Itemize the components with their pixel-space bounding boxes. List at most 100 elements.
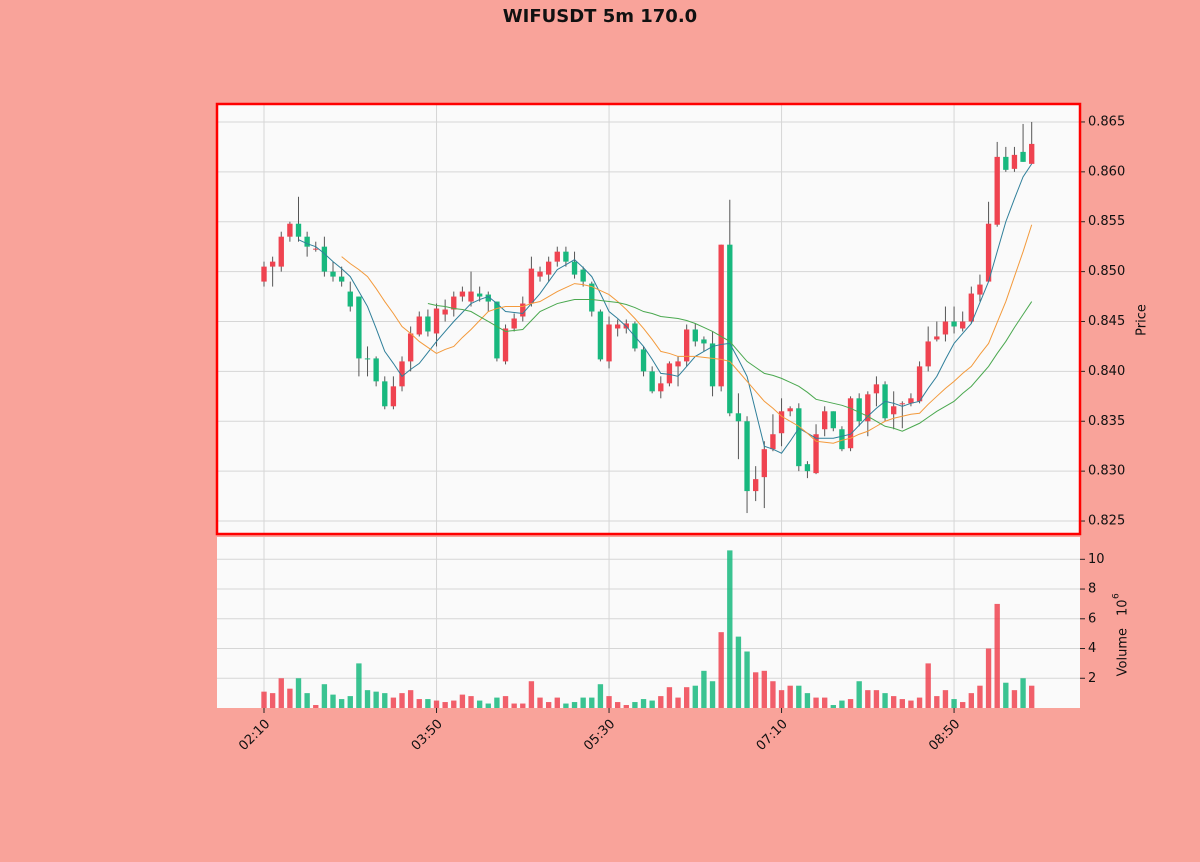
candle-body [658, 383, 664, 392]
volume-bar [735, 636, 742, 708]
volume-bar [994, 603, 1000, 708]
volume-label: Volume [1116, 628, 1131, 676]
candle-body [597, 311, 604, 360]
candle-body [416, 316, 422, 335]
candle-body [425, 316, 431, 332]
candle-body [287, 223, 293, 237]
volume-bar [891, 696, 897, 708]
candle-body [1003, 156, 1009, 170]
candle-body [468, 291, 474, 302]
volume-bar [390, 697, 397, 708]
volume-bar [295, 678, 302, 708]
candle-body [390, 386, 397, 407]
volume-bar [934, 696, 940, 708]
moving-average-line [298, 163, 1033, 454]
volume-bar [261, 691, 267, 708]
candle-body [347, 291, 353, 307]
volume-bar [822, 697, 828, 708]
y-tick-label: 2 [1088, 671, 1096, 686]
volume-bar [830, 705, 836, 708]
moving-average-line [341, 224, 1033, 444]
volume-bar [563, 703, 569, 708]
volume-bar [675, 697, 681, 708]
volume-bar [373, 691, 379, 708]
y-axis-label: Price [1135, 304, 1150, 336]
candle-body [891, 406, 897, 415]
volume-bar [692, 685, 698, 708]
candle-body [407, 333, 414, 362]
volume-bar [977, 685, 983, 708]
candle-body [934, 336, 940, 340]
volume-bar [968, 693, 974, 708]
volume-bar [502, 696, 509, 708]
candle-body [683, 329, 690, 362]
volume-bar [589, 697, 595, 708]
candle-body [796, 408, 802, 467]
candle-body [977, 284, 983, 295]
candle-body [459, 291, 466, 297]
candle-body [813, 434, 819, 474]
y-tick-label: 0.835 [1088, 414, 1125, 429]
volume-bar [908, 700, 914, 708]
volume-bar [511, 703, 517, 708]
candle-body [761, 449, 767, 478]
candle-body [787, 408, 793, 412]
candle-body [847, 398, 854, 449]
volume-bar [468, 696, 474, 708]
candle-body [502, 328, 509, 362]
volume-bar [407, 690, 414, 708]
candle-body [295, 223, 302, 237]
volume-bar [269, 693, 276, 708]
volume-bar [899, 699, 905, 708]
volume-bar [321, 684, 328, 708]
volume-bar [330, 694, 336, 708]
candle-body [727, 244, 733, 414]
volume-bar [416, 699, 422, 708]
volume-bar [942, 690, 949, 708]
candle-body [804, 464, 811, 472]
volume-bar [640, 699, 647, 708]
candle-body [744, 421, 750, 492]
volume-bar [778, 690, 785, 708]
volume-bar [537, 697, 543, 708]
volume-bar [1003, 682, 1009, 708]
volume-bar [614, 702, 621, 708]
volume-bar [606, 696, 612, 708]
volume-bar [442, 702, 448, 708]
marks [261, 121, 1035, 708]
candle-body [778, 411, 785, 434]
volume-bar [494, 697, 500, 708]
volume-bar [744, 651, 750, 708]
y-tick-label: 0.840 [1088, 364, 1125, 379]
candle-body [321, 246, 328, 272]
price-panel [217, 104, 1080, 534]
candle-body [399, 361, 405, 387]
candle-body [925, 341, 931, 367]
candle-body [985, 223, 992, 282]
y-tick-label: 0.860 [1088, 164, 1125, 179]
volume-bar [347, 696, 353, 708]
candle-body [614, 324, 621, 329]
candle-body [839, 429, 845, 450]
volume-bar [787, 685, 793, 708]
candle-body [856, 398, 862, 422]
volume-bar [1011, 690, 1018, 708]
candle-body [545, 261, 552, 275]
candle-body [718, 244, 724, 387]
volume-panel [217, 537, 1080, 708]
volume-bar [951, 699, 957, 708]
candle-body [589, 283, 595, 312]
candle-body [338, 276, 345, 282]
volume-bar [287, 688, 293, 708]
candle-body [476, 293, 483, 297]
price-panel-border [215, 102, 1082, 536]
chart-title: WIFUSDT 5m 170.0 [503, 6, 697, 27]
volume-bar [916, 697, 923, 708]
volume-bar [873, 690, 880, 708]
volume-bar [399, 693, 405, 708]
y-tick-label: 4 [1088, 641, 1096, 656]
candle-body [442, 309, 448, 315]
candle-body [994, 156, 1000, 225]
volume-bar [580, 697, 586, 708]
candle-body [382, 381, 388, 407]
